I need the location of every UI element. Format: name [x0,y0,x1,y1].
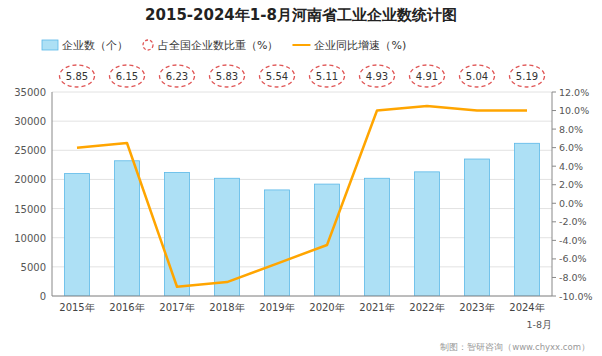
y2-tick [552,166,556,167]
x-tick-label: 2015年 [59,302,94,313]
share-ellipse [360,65,395,87]
y2-tick-label: -2.0% [559,216,587,227]
share-label: 5.19 [516,71,538,82]
x-tick-label: 2016年 [109,302,144,313]
share-label: 5.83 [216,71,238,82]
legend-swatch [143,40,153,50]
y2-tick-label: 8.0% [559,124,583,135]
share-label: 6.15 [116,71,138,82]
share-ellipse [460,65,495,87]
share-ellipse [160,65,195,87]
share-label: 4.93 [366,71,388,82]
share-ellipse [260,65,295,87]
y-tick-label: 25000 [14,145,46,156]
y2-tick [552,110,556,111]
growth-line [77,106,527,287]
chart: 2015-2024年1-8月河南省工业企业数统计图 0 5000 10000 15000… [0,0,602,356]
x-axis [52,296,552,297]
note: 1-8月 [526,319,552,330]
bar [115,161,140,296]
grid-line [52,150,552,151]
share-ellipse [310,65,345,87]
y2-tick [552,240,556,241]
grid-line [52,92,552,93]
share-label: 5.04 [466,71,488,82]
legend-label: 企业数（个） [62,39,128,52]
bar [165,172,190,296]
y2-tick [552,147,556,148]
share-label: 5.54 [266,71,288,82]
share-label: 5.85 [66,71,88,82]
y-tick-label: 0 [40,291,46,302]
y2-tick-label: -4.0% [559,235,587,246]
bar [65,174,90,296]
y2-tick-label: 12.0% [559,87,589,98]
y-tick-label: 30000 [14,116,46,127]
legend-label: 企业同比增速（%) [314,39,406,52]
share-label: 6.23 [166,71,188,82]
bar [265,190,290,296]
y-tick-label: 20000 [14,174,46,185]
bar [465,159,490,296]
x-tick-label: 2018年 [209,302,244,313]
x-tick-label: 2019年 [259,302,294,313]
legend: 企业数（个） 占全国企业数比重（%） 企业同比增速（%) [42,39,406,52]
y-tick-label: 35000 [14,87,46,98]
x-tick-label: 2022年 [409,302,444,313]
y2-tick-label: -10.0% [559,291,593,302]
share-label: 5.11 [316,71,338,82]
watermark: 制图：智研咨询（www.chyxx.com） [440,342,590,352]
y2-tick-label: -8.0% [559,272,587,283]
bar [515,143,540,296]
legend-swatch [42,40,58,50]
legend-swatch [292,44,310,46]
x-tick-label: 2024年 [509,302,544,313]
y-tick-label: 5000 [21,262,46,273]
y2-tick [552,258,556,259]
title: 2015-2024年1-8月河南省工业企业数统计图 [145,6,457,24]
y2-tick-label: 0.0% [559,198,583,209]
y2-tick [552,277,556,278]
share-ellipse [410,65,445,87]
bar [315,184,340,296]
y-tick-label: 15000 [14,204,46,215]
x-tick-label: 2023年 [459,302,494,313]
plot-area [65,106,540,296]
share-ellipse [60,65,95,87]
y2-tick-label: -6.0% [559,253,587,264]
y2-tick [552,203,556,204]
grid [52,92,552,296]
y2-axis [552,92,553,296]
bar [365,178,390,296]
grid-line [52,121,552,122]
y2-tick [552,129,556,130]
y2-tick-label: 10.0% [559,105,589,116]
grid-line [52,296,552,297]
share-label: 4.91 [416,71,438,82]
legend-label: 占全国企业数比重（%） [158,39,278,52]
y2-tick-label: 6.0% [559,142,583,153]
y2-tick-label: 2.0% [559,179,583,190]
share-ellipse [510,65,545,87]
y2-tick [552,184,556,185]
share-ellipse [210,65,245,87]
x-tick-label: 2017年 [159,302,194,313]
share-ellipse [110,65,145,87]
x-tick-label: 2021年 [359,302,394,313]
y2-tick-label: 4.0% [559,161,583,172]
y2-tick [552,296,556,297]
y2-tick [552,221,556,222]
y2-tick [552,92,556,93]
background [0,0,602,356]
bar [415,172,440,296]
y-tick-label: 10000 [14,233,46,244]
y-axis [52,92,53,296]
x-tick-label: 2020年 [309,302,344,313]
